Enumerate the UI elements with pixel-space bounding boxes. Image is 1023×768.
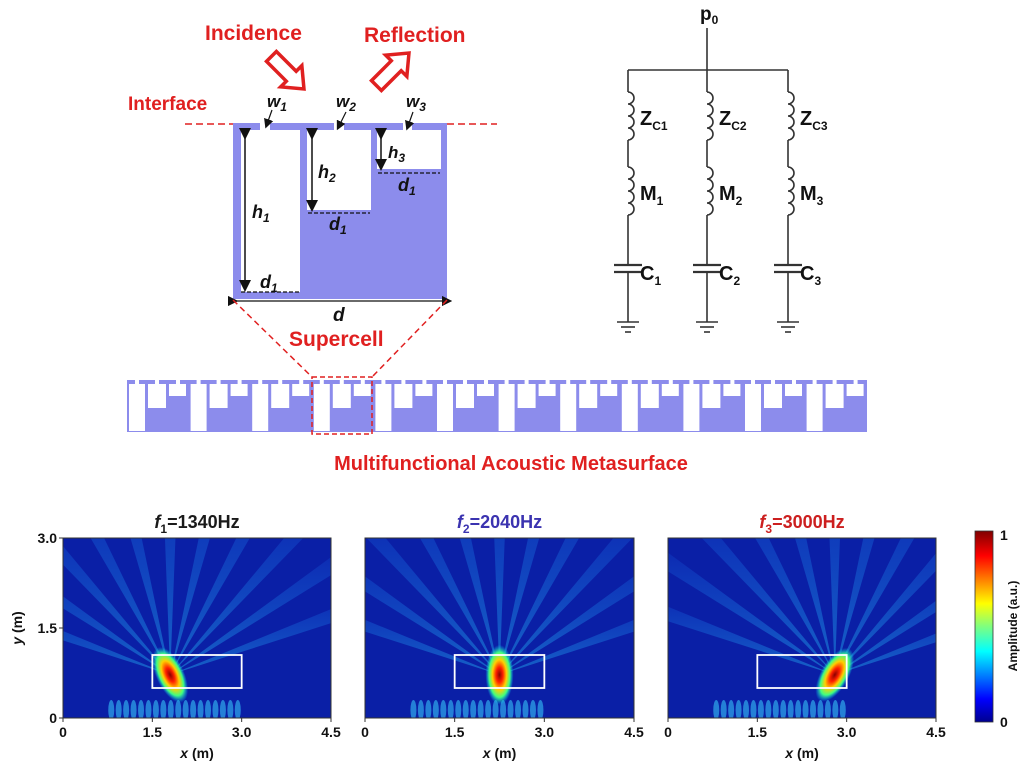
- metasurface-label: Multifunctional Acoustic Metasurface: [334, 453, 688, 475]
- y-axis-label: y (m): [9, 611, 25, 645]
- equivalent-circuit: p0 ZC1 M1 C1 ZC2 M2 C2 ZC3 M3 C3: [614, 4, 828, 333]
- x-tick-label: 4.5: [321, 724, 341, 740]
- svg-text:d: d: [333, 305, 345, 326]
- label-m3: M3: [800, 183, 824, 208]
- d-dimension: d: [227, 295, 453, 326]
- x-tick-label: 4.5: [926, 724, 946, 740]
- field-maps: f1=1340Hz 0 1.5 3.0 4.5 x (m) 0 1.5 3.0 y (m) f2=2…: [9, 512, 946, 761]
- label-m1: M1: [640, 183, 664, 208]
- zoom-line-left: [232, 299, 313, 378]
- x-tick-label: 4.5: [624, 724, 644, 740]
- incidence-arrow-icon: [264, 49, 306, 91]
- x-axis-label: x (m): [482, 745, 516, 761]
- w3-label: w3: [405, 92, 426, 131]
- label-c3: C3: [800, 263, 821, 288]
- incidence-label: Incidence: [205, 22, 302, 45]
- circuit-branch-1: ZC1 M1 C1: [614, 70, 668, 333]
- interface-label: Interface: [128, 94, 207, 115]
- ground-icon: [777, 321, 799, 333]
- supercell-structure: [233, 123, 447, 299]
- inductor-zc3-icon: [787, 91, 795, 141]
- svg-text:h3: h3: [388, 143, 405, 165]
- inductor-m3-icon: [787, 166, 795, 216]
- x-tick-label: 3.0: [232, 724, 252, 740]
- circuit-branch-3: ZC3 M3 C3: [774, 70, 828, 333]
- colorbar-min: 0: [1000, 714, 1008, 730]
- svg-text:h2: h2: [318, 162, 336, 185]
- label-c1: C1: [640, 263, 661, 288]
- field-map-3: f3=3000Hz 0 1.5 3.0 4.5 x (m): [664, 512, 946, 761]
- label-zc3: ZC3: [800, 108, 828, 133]
- ground-icon: [617, 321, 639, 333]
- svg-text:d1: d1: [398, 175, 416, 198]
- x-tick-label: 3.0: [837, 724, 857, 740]
- label-zc2: ZC2: [719, 108, 747, 133]
- metasurface-region-box: [756, 654, 848, 689]
- x-tick-label: 3.0: [535, 724, 555, 740]
- svg-text:d1: d1: [260, 272, 278, 295]
- d1-dimension-1: d1: [241, 272, 300, 295]
- supercell-label: Supercell: [289, 328, 384, 351]
- ground-icon: [696, 321, 718, 333]
- x-axis-label: x (m): [784, 745, 818, 761]
- field-map-title-2: f2=2040Hz: [457, 512, 542, 536]
- y-tick-label: 1.5: [38, 620, 58, 636]
- h1-dimension: h1: [239, 128, 270, 292]
- field-map-2: f2=2040Hz 0 1.5 3.0 4.5 x (m): [361, 512, 644, 761]
- x-tick-label: 0: [59, 724, 67, 740]
- svg-text:w2: w2: [336, 92, 356, 114]
- d1-dimension-2: d1: [308, 212, 370, 237]
- y-tick-label: 0: [49, 710, 57, 726]
- zoom-line-right: [371, 299, 448, 378]
- field-map-1: f1=1340Hz 0 1.5 3.0 4.5 x (m) 0 1.5 3.0 y (m): [9, 512, 341, 761]
- array-body: [127, 380, 867, 432]
- inductor-zc2-icon: [706, 91, 714, 141]
- x-axis-label: x (m): [179, 745, 213, 761]
- neck-2: [334, 122, 344, 131]
- metasurface-region-box: [453, 654, 546, 689]
- label-m2: M2: [719, 183, 743, 208]
- colorbar-max: 1: [1000, 527, 1008, 543]
- neck-3: [403, 122, 412, 131]
- inductor-m1-icon: [627, 166, 635, 216]
- field-hotspot: [485, 644, 514, 705]
- supercell-schematic: Incidence Reflection Interface w1 w2 w3: [128, 22, 497, 378]
- label-zc1: ZC1: [640, 108, 668, 133]
- h3-dimension: h3: [375, 128, 405, 171]
- neck-1: [260, 122, 270, 131]
- reflection-label: Reflection: [364, 24, 466, 47]
- inductor-m2-icon: [706, 166, 714, 216]
- supercell-highlight-box: [311, 376, 373, 435]
- x-tick-label: 1.5: [748, 724, 768, 740]
- x-tick-label: 0: [664, 724, 672, 740]
- d1-dimension-3: d1: [378, 172, 440, 198]
- colorbar-label: Amplitude (a.u.): [1006, 581, 1020, 672]
- h2-dimension: h2: [306, 128, 336, 212]
- inductor-zc1-icon: [627, 91, 635, 141]
- field-map-title-1: f1=1340Hz: [154, 512, 239, 536]
- svg-text:w1: w1: [267, 92, 287, 114]
- w2-label: w2: [336, 92, 356, 131]
- svg-text:h1: h1: [252, 202, 270, 225]
- metasurface-array: [127, 380, 867, 432]
- label-c2: C2: [719, 263, 740, 288]
- x-tick-label: 1.5: [143, 724, 163, 740]
- svg-text:w3: w3: [406, 92, 426, 114]
- x-tick-label: 1.5: [445, 724, 465, 740]
- reflection-arrow-icon: [369, 51, 411, 93]
- svg-text:d1: d1: [329, 214, 347, 237]
- field-map-title-3: f3=3000Hz: [759, 512, 844, 536]
- source-label: p0: [700, 4, 719, 27]
- x-tick-label: 0: [361, 724, 369, 740]
- circuit-branch-2: ZC2 M2 C2: [693, 70, 747, 333]
- metasurface-region-box: [151, 654, 243, 689]
- w1-label: w1: [264, 92, 287, 129]
- colorbar: 1 0 Amplitude (a.u.): [974, 527, 1020, 730]
- y-tick-label: 3.0: [38, 530, 58, 546]
